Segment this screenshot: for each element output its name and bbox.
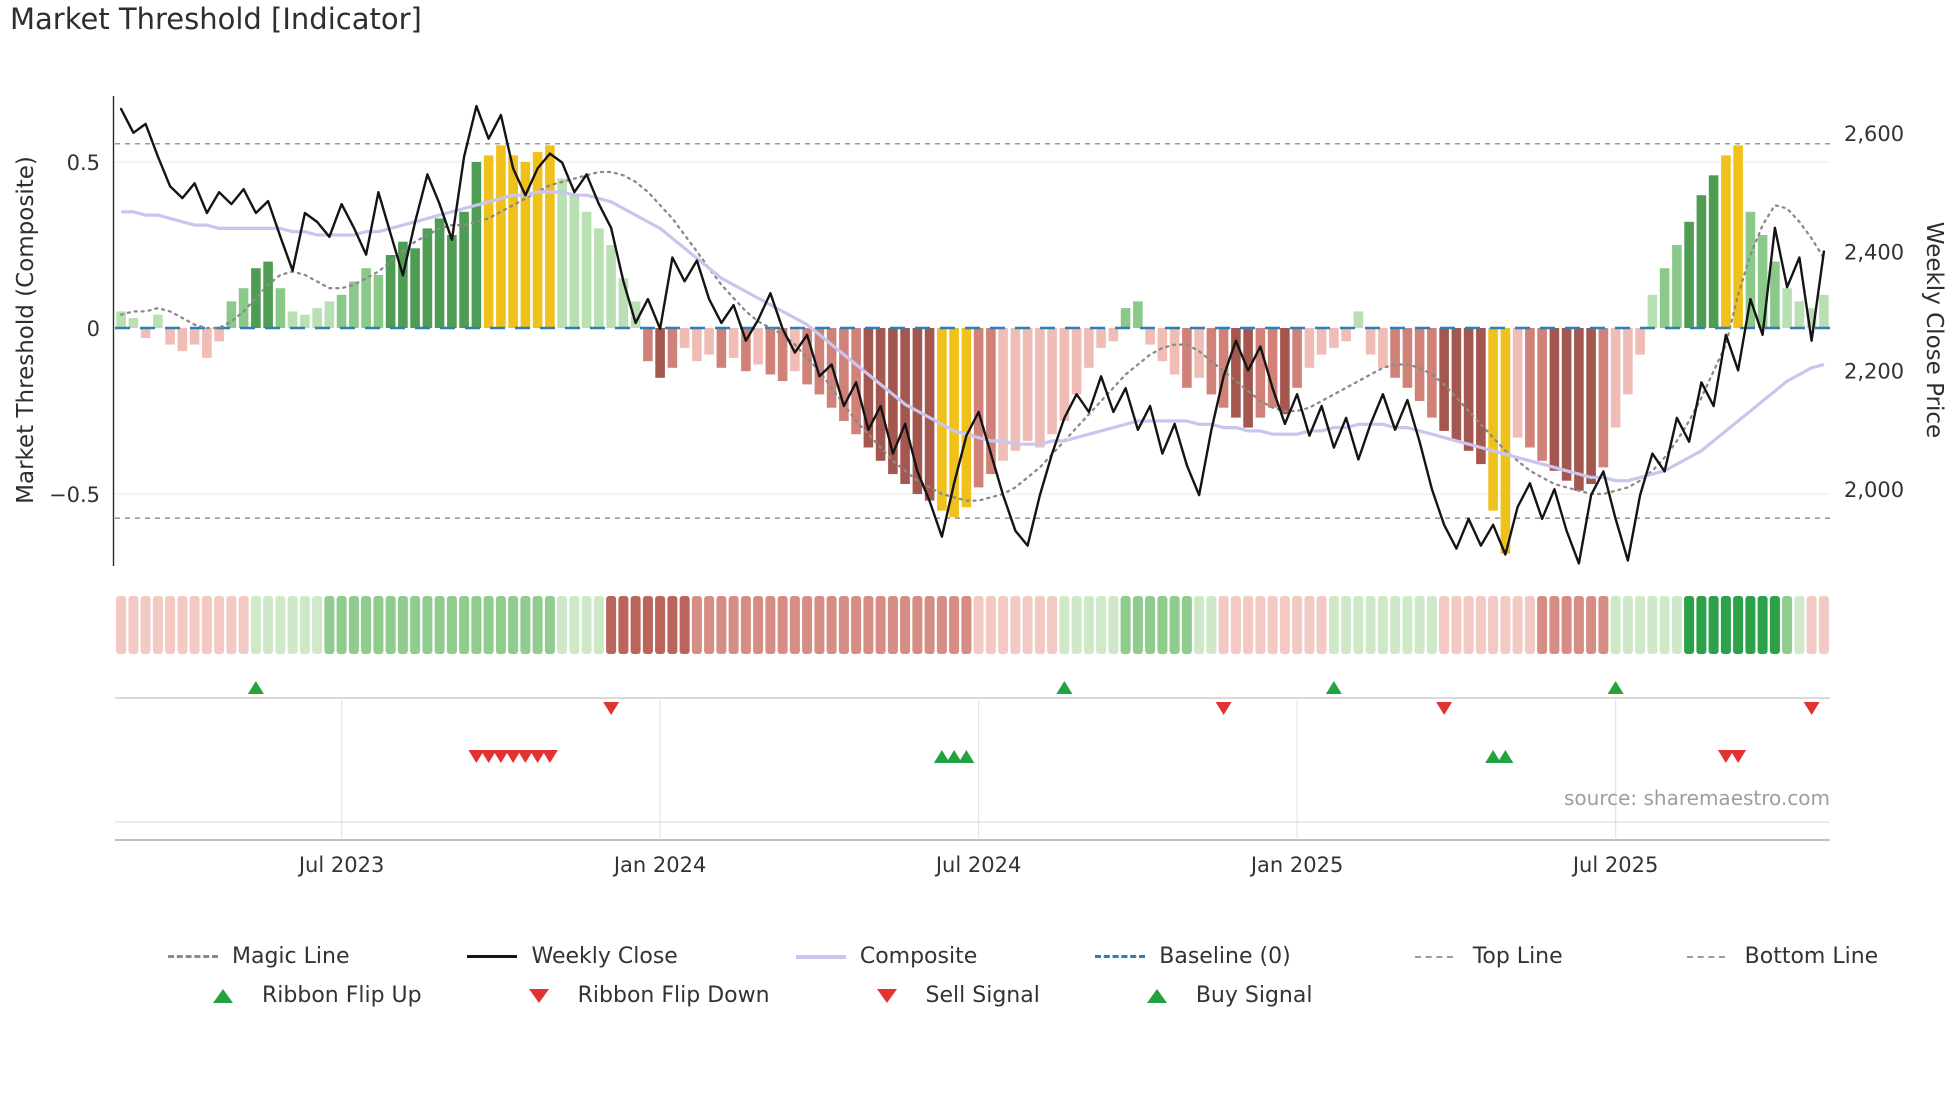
legend-row-2: Ribbon Flip Up Ribbon Flip Down Sell Sig… [198, 983, 1878, 1008]
buy-signal-markers [933, 750, 1514, 763]
svg-text:Jan 2024: Jan 2024 [612, 853, 707, 877]
ribbon-flip-down-markers [603, 702, 1820, 715]
legend-label: Top Line [1472, 944, 1563, 969]
legend-item-ribbon-flip-down: Ribbon Flip Down [514, 983, 770, 1008]
legend-label: Sell Signal [925, 983, 1040, 1008]
triangle-down-icon [514, 987, 564, 1005]
dashed-line-icon [1681, 948, 1731, 966]
legend-label: Bottom Line [1744, 944, 1879, 969]
chart-title: Market Threshold [Indicator] [10, 2, 422, 36]
x-axis-ticks: Jul 2023 Jan 2024 Jul 2024 Jan 2025 Jul 2025 [297, 853, 1658, 877]
legend-item-baseline: Baseline (0) [1095, 944, 1291, 969]
legend-item-top-line: Top Line [1409, 944, 1563, 969]
legend-item-magic-line: Magic Line [168, 944, 349, 969]
legend-label: Ribbon Flip Down [577, 983, 770, 1008]
legend-label: Weekly Close [531, 944, 678, 969]
svg-text:2,000: 2,000 [1844, 478, 1904, 502]
legend-row-1: Magic Line Weekly Close Composite Baseli… [168, 944, 1878, 969]
magic-line [119, 170, 1826, 502]
triangle-up-icon [1132, 987, 1182, 1005]
legend-label: Ribbon Flip Up [262, 983, 422, 1008]
svg-text:0.5: 0.5 [67, 151, 100, 175]
legend-item-bottom-line: Bottom Line [1681, 944, 1879, 969]
svg-text:Jan 2025: Jan 2025 [1249, 853, 1344, 877]
svg-text:−0.5: −0.5 [49, 483, 100, 507]
solid-line-icon [467, 948, 518, 966]
legend-item-ribbon-flip-up: Ribbon Flip Up [198, 983, 422, 1008]
right-axis-ticks: 2,600 2,400 2,200 2,000 [1844, 122, 1904, 502]
svg-text:2,200: 2,200 [1844, 359, 1904, 383]
chart-svg: 0.5 0 −0.5 2,600 2,400 2,200 2,000 Jul 2023 Jan … [49, 96, 1904, 877]
heat-ribbon [116, 596, 1829, 654]
legend-item-buy-signal: Buy Signal [1132, 983, 1313, 1008]
legend-label: Magic Line [232, 944, 350, 969]
composite-bars [116, 145, 1829, 554]
signal-panel-lines [115, 697, 1830, 841]
dashed-line-icon [168, 948, 218, 966]
svg-text:0: 0 [87, 317, 100, 341]
svg-text:Jul 2025: Jul 2025 [1571, 853, 1658, 877]
svg-text:2,600: 2,600 [1844, 122, 1904, 146]
solid-line-icon [795, 948, 846, 966]
legend: Magic Line Weekly Close Composite Baseli… [168, 944, 1878, 1008]
legend-item-weekly-close: Weekly Close [467, 944, 678, 969]
sell-signal-markers [468, 750, 1747, 763]
plot-gridlines [115, 161, 1830, 838]
top-bottom-reference-lines [115, 142, 1830, 520]
weekly-close-line [119, 104, 1826, 565]
triangle-up-icon [198, 987, 248, 1005]
legend-label: Composite [859, 944, 978, 969]
legend-item-sell-signal: Sell Signal [862, 983, 1040, 1008]
left-axis-ticks: 0.5 0 −0.5 [49, 151, 100, 507]
triangle-down-icon [862, 987, 912, 1005]
svg-text:2,400: 2,400 [1844, 241, 1904, 265]
dashed-line-icon [1095, 948, 1146, 966]
legend-label: Baseline (0) [1159, 944, 1291, 969]
legend-item-composite: Composite [795, 944, 978, 969]
svg-text:Jul 2023: Jul 2023 [297, 853, 384, 877]
dashed-line-icon [1409, 948, 1459, 966]
source-attribution: source: sharemaestro.com [1564, 786, 1830, 810]
legend-label: Buy Signal [1195, 983, 1313, 1008]
composite-line [121, 190, 1825, 483]
svg-text:Jul 2024: Jul 2024 [934, 853, 1021, 877]
ribbon-flip-up-markers [247, 681, 1624, 694]
